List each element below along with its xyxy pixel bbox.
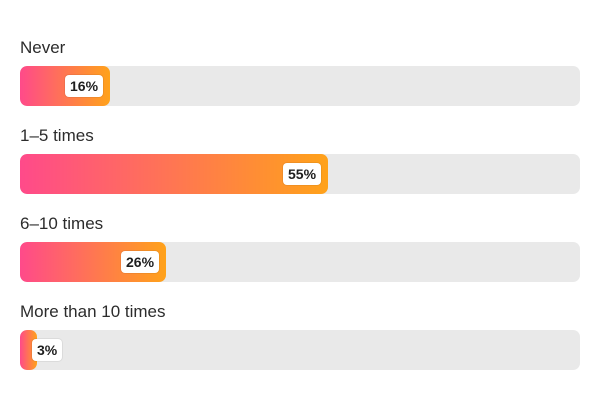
horizontal-bar-chart: Never 16% 1–5 times 55% 6–10 times 26% M… (20, 36, 580, 388)
category-label: 6–10 times (20, 214, 104, 233)
bar-track: 3% (20, 330, 580, 370)
bar-row-more-than-10-times: More than 10 times 3% (20, 300, 580, 388)
value-label: 16% (65, 75, 104, 97)
bar-fill (20, 154, 328, 194)
value-label: 3% (32, 339, 63, 361)
category-label: More than 10 times (20, 302, 166, 321)
category-label: Never (20, 38, 66, 57)
bar-track: 26% (20, 242, 580, 282)
bar-row-6-10-times: 6–10 times 26% (20, 212, 580, 300)
value-label: 55% (283, 163, 322, 185)
value-label: 26% (121, 251, 160, 273)
bar-row-1-5-times: 1–5 times 55% (20, 124, 580, 212)
category-label: 1–5 times (20, 126, 94, 145)
bar-row-never: Never 16% (20, 36, 580, 124)
bar-track: 55% (20, 154, 580, 194)
bar-track: 16% (20, 66, 580, 106)
